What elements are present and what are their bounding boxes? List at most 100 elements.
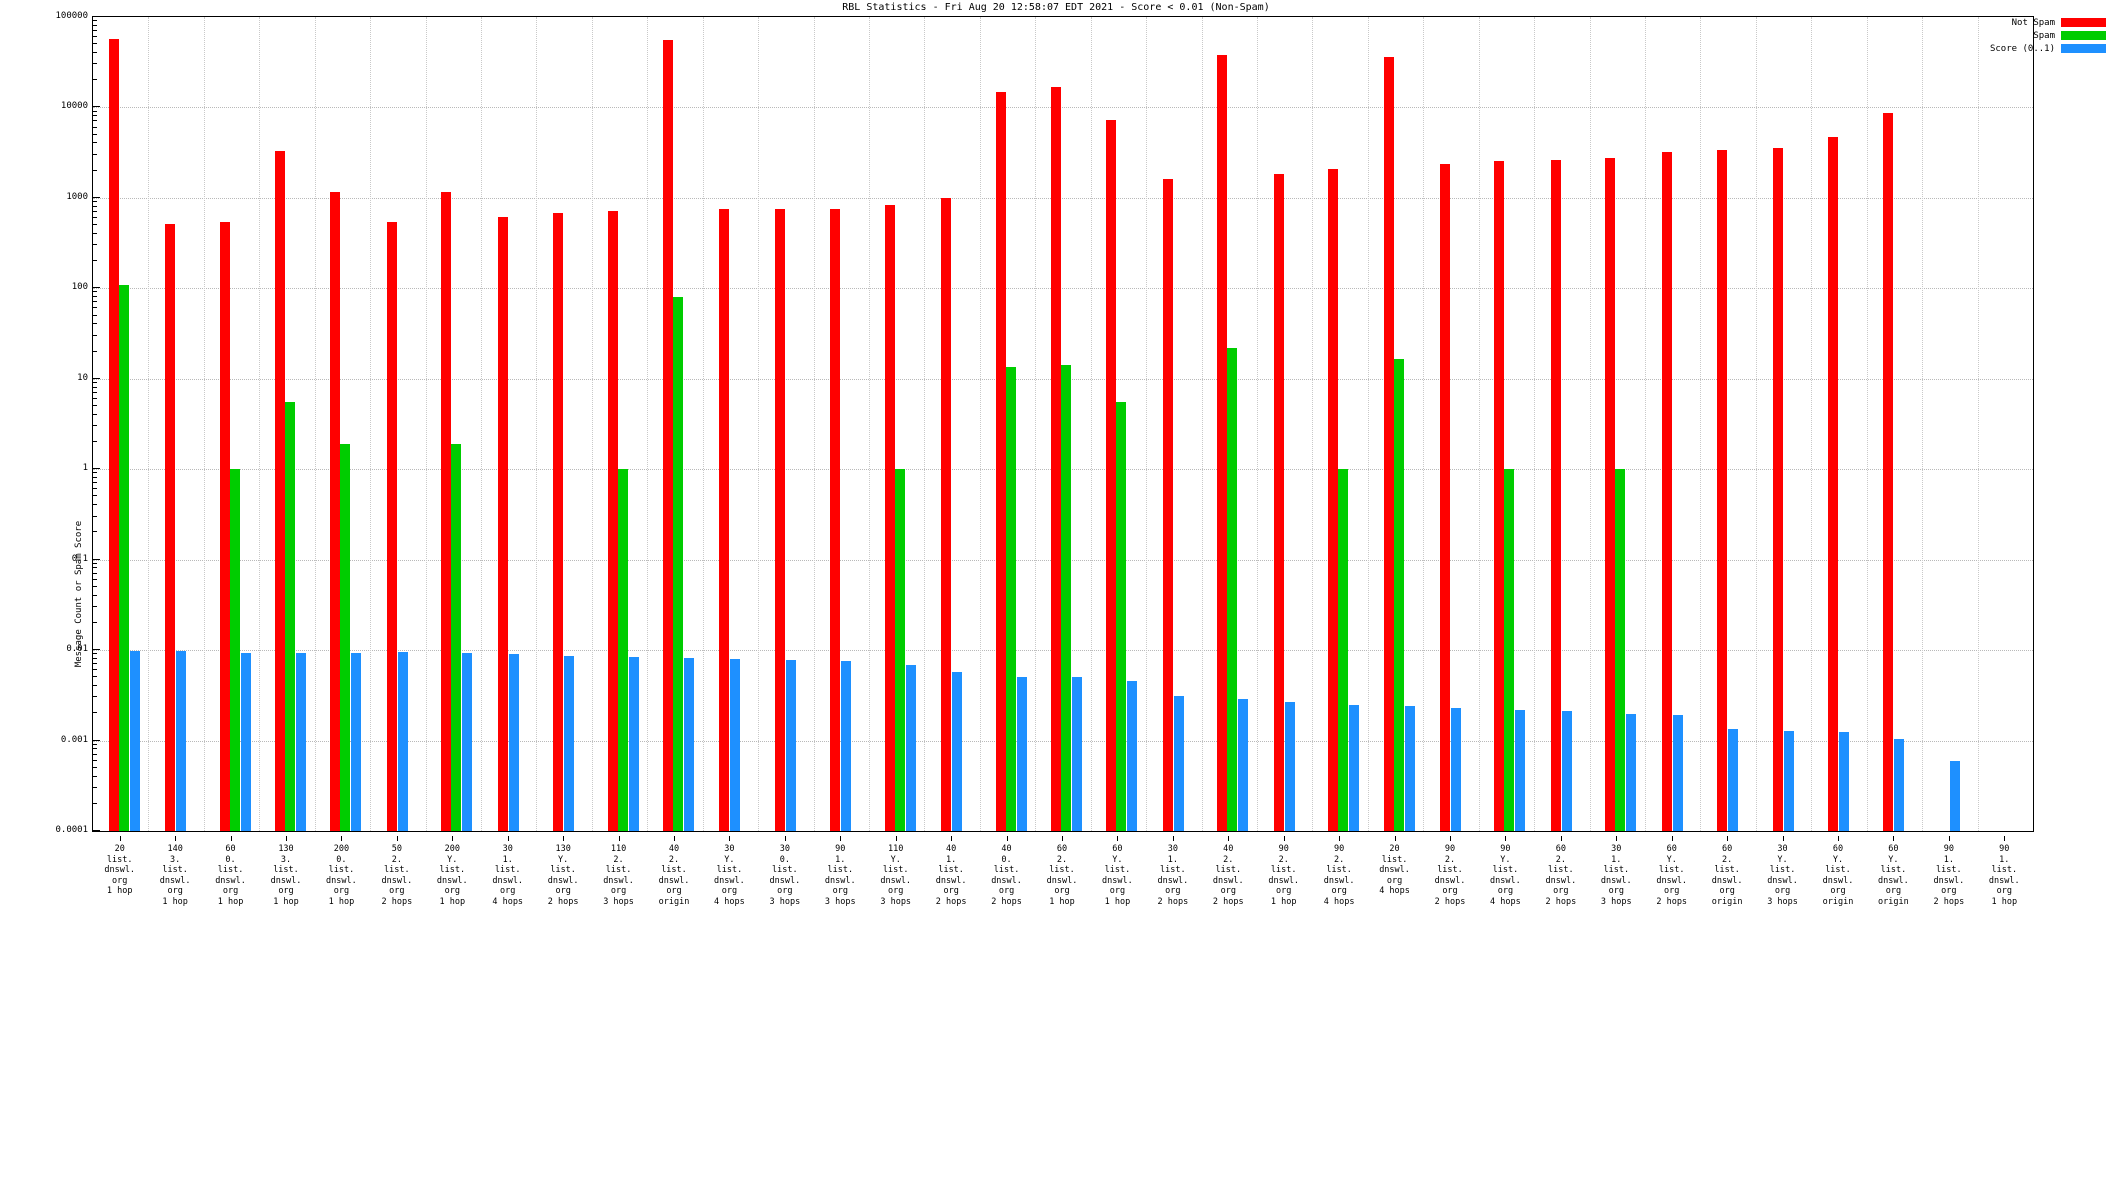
y-axis-tick-label: 1000 [66,191,88,202]
y-axis-tick-label: 0.01 [66,644,88,655]
bar-score [1127,681,1138,831]
bar-group [1257,17,1312,831]
x-axis-tick [840,836,842,841]
y-axis-tick-major [92,196,100,198]
grid-line-horizontal [93,107,2033,109]
x-axis-tick [895,836,897,841]
bar-spam [894,469,905,831]
y-axis-tick-minor [92,323,97,325]
bar-not-spam [497,216,508,831]
bar-not-spam [274,151,285,831]
y-axis-tick-minor [92,210,97,212]
y-axis-tick-minor [92,79,97,81]
bar-group [315,17,370,831]
legend-item: Not Spam [1936,16,2106,29]
bar-group [1700,17,1755,831]
grid-line-vertical [591,17,593,831]
y-axis-tick-minor [92,169,97,171]
bar-score [1173,696,1184,831]
y-axis-tick-minor [92,802,97,804]
x-axis-tick [1062,836,1063,841]
bar-group [93,17,148,831]
x-axis-label: 40 2. list. dnswl. org 2 hops [1212,844,1244,907]
grid-line-vertical [1257,17,1258,831]
bar-group [869,17,924,831]
bar-group [1811,17,1866,831]
y-axis-tick-minor [92,472,97,474]
y-axis-tick-minor [92,63,97,65]
x-axis-tick [175,836,177,841]
bar-spam [1504,469,1515,831]
y-axis-tick-minor [92,51,97,53]
y-axis-tick-minor [92,397,97,399]
y-axis-tick-minor [92,314,97,316]
grid-line-vertical [203,17,205,831]
y-axis-tick-minor [92,36,97,38]
bar-score [1284,701,1295,831]
y-axis-tick-major [92,16,100,17]
y-axis-tick-minor [92,260,97,262]
bar-group [259,17,314,831]
legend-item: Score (0..1) [1936,42,2106,55]
x-axis-label: 30 Y. list. dnswl. org 3 hops [1767,844,1798,907]
grid-line-horizontal [93,197,2033,199]
bar-score [1838,732,1849,831]
y-axis-tick-label: 0.1 [71,553,88,564]
y-axis-tick-minor [92,657,97,659]
x-axis-label: 200 Y. list. dnswl. org 1 hop [436,844,468,907]
x-axis-tick [1450,836,1451,841]
y-axis-tick-minor [92,759,97,761]
x-axis-labels: 20 list. dnswl. org 1 hop 140 3. list. dn… [92,836,2034,1188]
y-axis-tick-minor [92,653,97,655]
x-axis-tick [286,836,287,841]
y-axis-tick-minor [92,476,97,478]
x-axis-tick [1671,836,1673,841]
plot-area [92,16,2034,832]
x-axis-label: 90 1. list. dnswl. org 2 hops [1933,844,1965,907]
bar-group [148,17,203,831]
y-axis-tick-minor [92,115,97,117]
bar-not-spam [441,192,452,831]
bar-group [592,17,647,831]
bar-group [1867,17,1922,831]
bar-group [426,17,481,831]
bar-not-spam [108,39,119,831]
bar-not-spam [1827,137,1838,831]
bar-score [1016,676,1027,831]
bar-not-spam [1605,158,1616,831]
grid-line-vertical [425,17,427,831]
bar-score [1349,704,1360,831]
y-axis-tick-minor [92,301,97,303]
y-axis-tick-minor [92,205,97,207]
bar-score [564,655,575,831]
x-axis-label: 90 2. list. dnswl. org 2 hops [1434,844,1466,907]
y-axis-tick-minor [92,391,97,393]
grid-line-vertical [1201,17,1203,831]
x-axis-label: 110 2. list. dnswl. org 3 hops [603,844,634,907]
bar-not-spam [219,222,230,831]
x-axis-tick [1838,836,1839,841]
grid-line-vertical [1589,17,1591,831]
bar-score [351,652,362,831]
y-axis-tick-minor [92,224,97,226]
x-axis-label: 60 2. list. dnswl. org 2 hops [1545,844,1577,907]
bar-spam [672,297,683,831]
grid-line-vertical [259,17,261,831]
y-axis-tick-major [92,830,100,831]
x-axis-label: 60 Y. list. dnswl. org origin [1822,844,1854,907]
grid-line-vertical [1977,17,1979,831]
x-axis-tick [1727,836,1729,841]
grid-line-vertical [1922,17,1924,831]
bar-not-spam [1273,173,1284,831]
x-axis-tick [1172,836,1174,841]
grid-line-vertical [1090,17,1092,831]
bar-score [1071,677,1082,831]
grid-line-vertical [1478,17,1480,831]
bar-group [758,17,813,831]
y-axis-tick-minor [92,386,97,388]
y-axis-tick-major [92,106,100,108]
bar-spam [1060,365,1071,831]
y-axis-tick-minor [92,381,97,383]
bar-group [980,17,1035,831]
x-axis-label: 130 3. list. dnswl. org 1 hop [270,844,302,907]
